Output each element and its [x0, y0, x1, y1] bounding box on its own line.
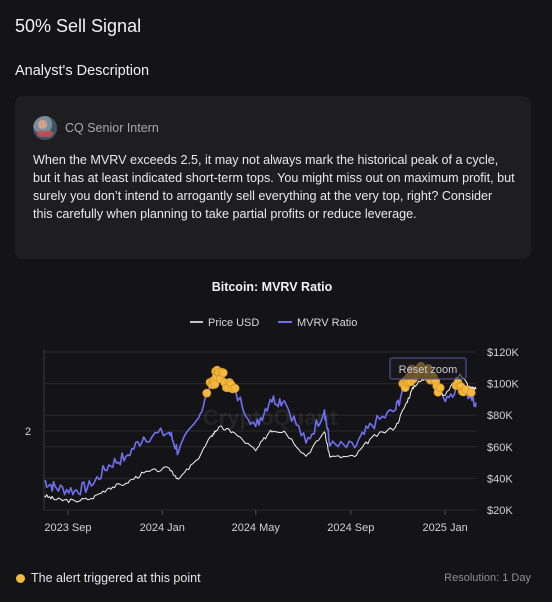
- section-title: Analyst's Description: [15, 63, 150, 79]
- alert-legend-label: The alert triggered at this point: [31, 571, 201, 585]
- chart-grid: [44, 351, 476, 511]
- alert-marker: [202, 388, 212, 398]
- legend-item-mvrv[interactable]: MVRV Ratio: [278, 317, 357, 329]
- analyst-description: When the MVRV exceeds 2.5, it may not al…: [33, 153, 515, 221]
- alert-marker: [218, 368, 228, 378]
- alert-marker: [466, 388, 476, 398]
- x-tick-label: 2023 Sep: [44, 522, 91, 534]
- x-tick-label: 2024 Jan: [140, 522, 185, 534]
- y-right-tick-label: $100K: [487, 379, 519, 391]
- y-right-tick-label: $40K: [487, 473, 513, 485]
- analyst-avatar: [33, 116, 57, 140]
- y-right-tick-label: $20K: [487, 505, 513, 517]
- x-tick-label: 2024 Sep: [327, 522, 374, 534]
- alert-legend-dot: [16, 574, 25, 583]
- x-tick-label: 2024 May: [232, 522, 281, 534]
- alert-marker: [435, 383, 445, 393]
- chart-series: [43, 365, 477, 503]
- legend-label-mvrv: MVRV Ratio: [297, 317, 357, 329]
- alert-marker: [230, 383, 240, 393]
- reset-zoom-button[interactable]: Reset zoom: [389, 357, 467, 380]
- reset-zoom-button-label: Reset zoom: [399, 364, 458, 376]
- mvrv-chart: Bitcoin: MVRV Ratio Price USD MVRV Ratio…: [0, 268, 552, 558]
- resolution-label: Resolution: 1 Day: [444, 572, 531, 584]
- legend-label-price: Price USD: [208, 317, 259, 329]
- chart-legend: Price USD MVRV Ratio: [190, 317, 357, 329]
- reset-zoom-button-frame: [389, 357, 467, 380]
- page-title: 50% Sell Signal: [15, 16, 142, 36]
- analyst-card: CQ Senior Intern When the MVRV exceeds 2…: [15, 96, 531, 259]
- legend-item-price[interactable]: Price USD: [190, 317, 259, 329]
- x-tick-label: 2025 Jan: [422, 522, 467, 534]
- y-right-tick-label: $80K: [487, 410, 513, 422]
- series-line-price-usd: [43, 372, 477, 503]
- y-right-tick-label: $60K: [487, 442, 513, 454]
- y-right-tick-label: $120K: [487, 347, 519, 359]
- chart-axes: $20K $40K $60K $80K $100K $120K 2 2023 Sep 2024 …: [25, 347, 520, 534]
- analyst-name: CQ Senior Intern: [65, 121, 159, 135]
- y-left-tick-label: 2: [25, 426, 31, 438]
- chart-title: Bitcoin: MVRV Ratio: [212, 280, 333, 294]
